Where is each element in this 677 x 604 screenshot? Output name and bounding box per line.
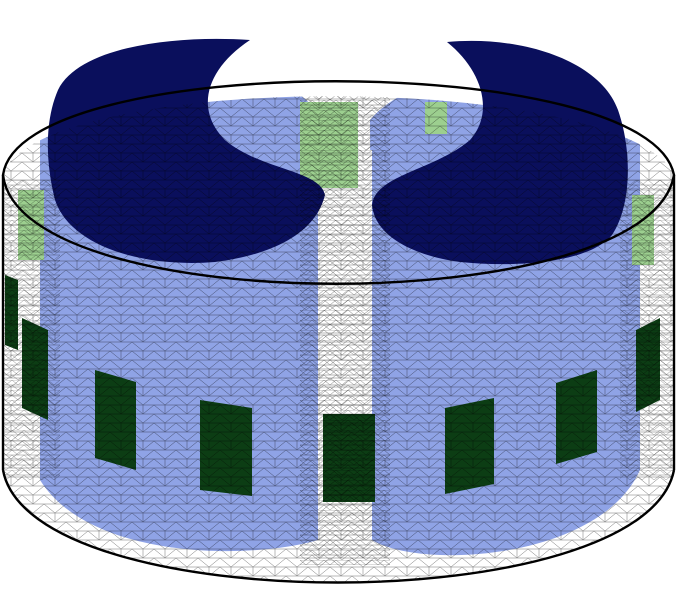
- mesh-fine-left: [2, 180, 60, 480]
- bottom-edge: [1, 469, 676, 584]
- mesh-fine-right: [620, 180, 675, 480]
- mesh-fine-center: [300, 96, 390, 565]
- cylinder-outline: [1, 80, 676, 584]
